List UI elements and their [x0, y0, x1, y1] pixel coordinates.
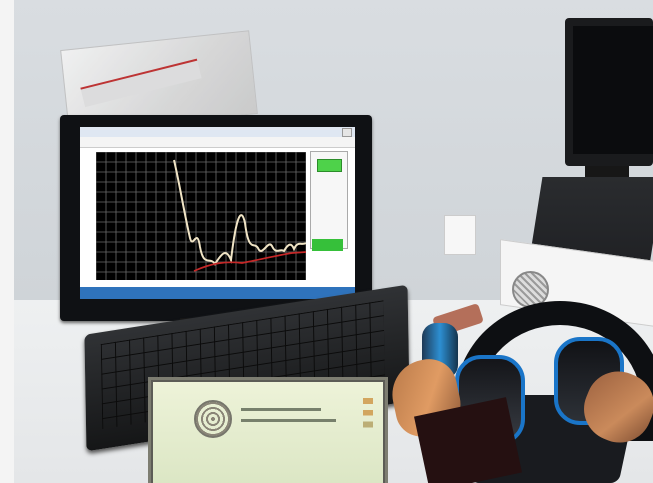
threshold-curve: [193, 251, 306, 272]
instrument-indicator-lights: [363, 398, 373, 440]
power-outlet: [444, 215, 476, 255]
signal-trace: [173, 159, 306, 266]
instrument-side-panel: [310, 151, 348, 249]
application-menu-strip: [80, 137, 355, 148]
main-monitor: [60, 115, 372, 321]
green-level-bar: [312, 239, 343, 251]
circular-logo-icon: [194, 400, 232, 438]
plot-grid: [96, 152, 306, 280]
close-icon[interactable]: [342, 128, 352, 137]
monitor-screen: [80, 127, 355, 299]
instrument-label-line: [241, 419, 336, 422]
instrument-label-line: [241, 408, 321, 411]
status-indicator: [317, 159, 342, 172]
frequency-response-plot: [96, 152, 306, 280]
right-monitor-screen: [573, 26, 653, 154]
right-monitor: [565, 18, 653, 166]
test-instrument: [148, 377, 388, 483]
left-border: [0, 0, 14, 483]
windows-taskbar: [80, 287, 355, 299]
